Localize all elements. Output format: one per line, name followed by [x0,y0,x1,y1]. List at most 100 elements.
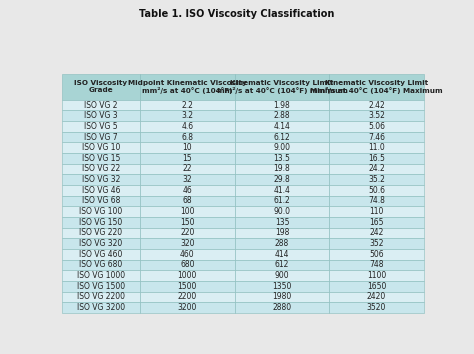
Text: 2880: 2880 [273,303,292,312]
Text: 1350: 1350 [272,282,292,291]
Bar [329,110,424,121]
Bar [62,185,140,196]
Text: 506: 506 [369,250,384,259]
Bar [329,238,424,249]
Bar [62,164,140,174]
Bar [62,302,140,313]
Bar [329,217,424,228]
Text: 4.6: 4.6 [181,122,193,131]
Text: 1500: 1500 [178,282,197,291]
Bar [62,121,140,132]
Text: ISO VG 1000: ISO VG 1000 [77,271,125,280]
Bar [235,228,329,238]
Bar [140,249,235,259]
Bar [235,100,329,110]
Bar [140,259,235,270]
Bar [140,121,235,132]
Text: 74.8: 74.8 [368,196,385,205]
Bar [140,196,235,206]
Text: Table 1. ISO Viscosity Classification: Table 1. ISO Viscosity Classification [139,9,335,19]
Bar [235,196,329,206]
Bar [140,110,235,121]
Bar [329,164,424,174]
Text: 50.6: 50.6 [368,186,385,195]
Bar [140,302,235,313]
Bar [140,132,235,142]
Bar [62,249,140,259]
Text: ISO VG 2: ISO VG 2 [84,101,118,109]
Text: 32: 32 [182,175,192,184]
Bar [235,142,329,153]
Bar [329,100,424,110]
Text: 29.8: 29.8 [273,175,291,184]
Text: ISO VG 10: ISO VG 10 [82,143,120,152]
Bar [62,132,140,142]
Text: ISO VG 680: ISO VG 680 [80,261,123,269]
Text: ISO VG 46: ISO VG 46 [82,186,120,195]
Text: ISO VG 320: ISO VG 320 [80,239,123,248]
Text: 46: 46 [182,186,192,195]
Bar [62,100,140,110]
Text: ISO VG 22: ISO VG 22 [82,165,120,173]
Text: ISO VG 460: ISO VG 460 [79,250,123,259]
Text: 2420: 2420 [367,292,386,301]
Bar [235,259,329,270]
Text: 24.2: 24.2 [368,165,385,173]
Text: ISO VG 7: ISO VG 7 [84,132,118,142]
Bar [235,185,329,196]
Bar [235,164,329,174]
Bar [329,132,424,142]
Bar [140,238,235,249]
Text: 9.00: 9.00 [273,143,291,152]
Text: 748: 748 [369,261,384,269]
Text: 15: 15 [182,154,192,163]
Bar [140,100,235,110]
Text: ISO VG 150: ISO VG 150 [80,218,123,227]
Text: ISO VG 15: ISO VG 15 [82,154,120,163]
Text: 13.5: 13.5 [273,154,291,163]
Text: 2.88: 2.88 [273,111,290,120]
Bar [329,121,424,132]
Text: 288: 288 [275,239,289,248]
Text: 10: 10 [182,143,192,152]
Text: 100: 100 [180,207,194,216]
Text: 2200: 2200 [178,292,197,301]
Text: 320: 320 [180,239,194,248]
Bar [140,153,235,164]
Bar [235,132,329,142]
Bar [329,270,424,281]
Text: ISO Viscosity
Grade: ISO Viscosity Grade [74,80,128,93]
Text: 22: 22 [182,165,192,173]
Text: 19.8: 19.8 [273,165,291,173]
Text: 3.2: 3.2 [181,111,193,120]
Text: 3200: 3200 [178,303,197,312]
Bar [235,302,329,313]
Text: 2.42: 2.42 [368,101,385,109]
Bar [235,121,329,132]
Bar [62,217,140,228]
Bar [235,249,329,259]
Bar [235,153,329,164]
Bar [140,292,235,302]
Bar [235,292,329,302]
Text: 220: 220 [180,228,194,238]
Text: 1980: 1980 [273,292,292,301]
Text: ISO VG 68: ISO VG 68 [82,196,120,205]
Bar [329,174,424,185]
Bar [62,281,140,292]
Text: 5.06: 5.06 [368,122,385,131]
Text: Midpoint Kinematic Viscosity
mm²/s at 40°C (104°F): Midpoint Kinematic Viscosity mm²/s at 40… [128,80,246,94]
Text: Kinematic Viscosity Limit
mm²/s at 40°C (104°F) Maximum: Kinematic Viscosity Limit mm²/s at 40°C … [310,80,443,94]
Bar [140,164,235,174]
Bar [235,281,329,292]
Bar [235,217,329,228]
Bar [62,259,140,270]
Bar [329,196,424,206]
Text: 68: 68 [182,196,192,205]
Text: 1.98: 1.98 [273,101,291,109]
Text: 3.52: 3.52 [368,111,385,120]
Bar [235,270,329,281]
Text: 612: 612 [275,261,289,269]
Bar [140,228,235,238]
Text: 150: 150 [180,218,194,227]
